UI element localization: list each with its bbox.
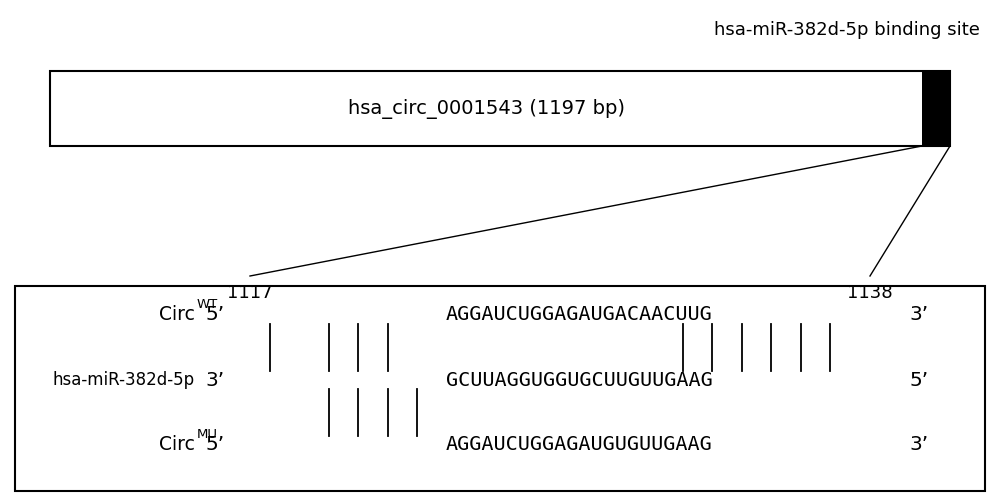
Text: WT: WT: [197, 299, 218, 312]
Text: 3’: 3’: [205, 371, 225, 389]
Text: 1117: 1117: [227, 284, 273, 302]
Text: AGGAUCUGGAGAUGACAACUUG: AGGAUCUGGAGAUGACAACUUG: [446, 306, 713, 325]
Text: 5’: 5’: [909, 371, 929, 389]
Text: Circ: Circ: [159, 306, 195, 325]
Text: 5’: 5’: [205, 435, 225, 454]
Text: hsa-miR-382d-5p binding site: hsa-miR-382d-5p binding site: [714, 21, 980, 39]
Bar: [15, 286, 985, 491]
Text: 3’: 3’: [909, 435, 929, 454]
Text: GCUUAGGUGGUGCUUGUUGAAG: GCUUAGGUGGUGCUUGUUGAAG: [446, 371, 713, 389]
Text: MU: MU: [197, 428, 218, 441]
Bar: [922, 71, 950, 146]
Bar: [50, 71, 950, 146]
Text: hsa-miR-382d-5p: hsa-miR-382d-5p: [53, 371, 195, 389]
Text: Circ: Circ: [159, 435, 195, 454]
Text: 1138: 1138: [847, 284, 893, 302]
Text: 5’: 5’: [205, 306, 225, 325]
Text: hsa_circ_0001543 (1197 bp): hsa_circ_0001543 (1197 bp): [348, 99, 624, 119]
Text: AGGAUCUGGAGAUGUGUUGAAG: AGGAUCUGGAGAUGUGUUGAAG: [446, 435, 713, 454]
Text: 3’: 3’: [909, 306, 929, 325]
